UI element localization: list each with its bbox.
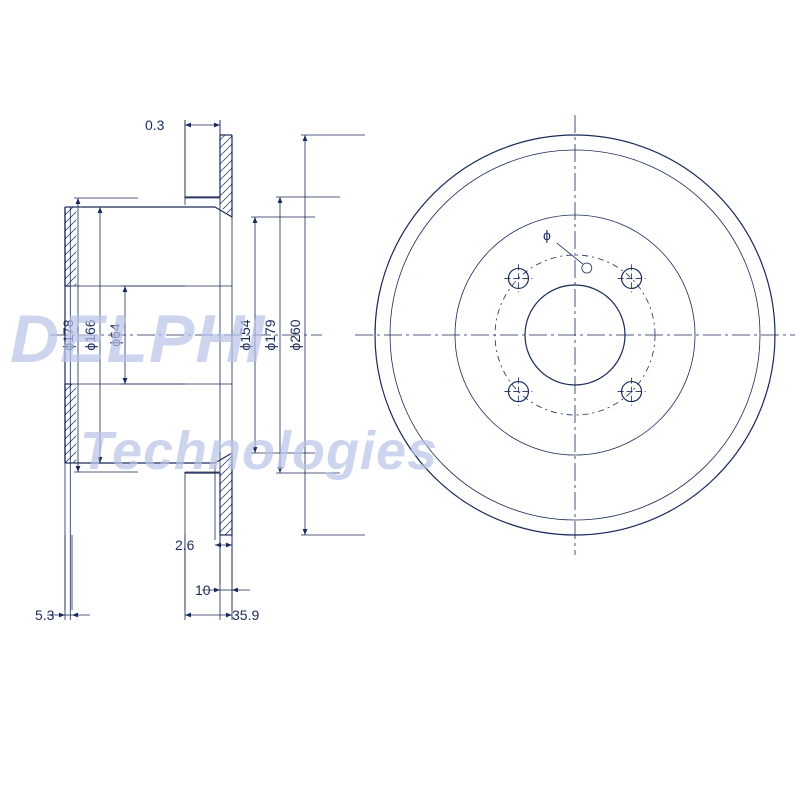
svg-text:ϕ64: ϕ64 <box>107 323 123 347</box>
svg-text:ϕ154: ϕ154 <box>237 319 253 350</box>
svg-text:0.3: 0.3 <box>145 117 165 133</box>
svg-text:ϕ178: ϕ178 <box>60 319 76 350</box>
svg-text:ϕ179: ϕ179 <box>262 319 278 350</box>
svg-text:35.9: 35.9 <box>232 607 259 623</box>
svg-text:ϕ166: ϕ166 <box>82 319 98 350</box>
svg-text:ϕ260: ϕ260 <box>287 319 303 350</box>
svg-text:10: 10 <box>195 582 211 598</box>
engineering-drawing: ϕϕ178ϕ166ϕ64ϕ154ϕ179ϕ2600.32.61035.95.3 <box>0 0 800 800</box>
svg-text:ϕ: ϕ <box>543 227 551 243</box>
svg-text:5.3: 5.3 <box>35 607 55 623</box>
